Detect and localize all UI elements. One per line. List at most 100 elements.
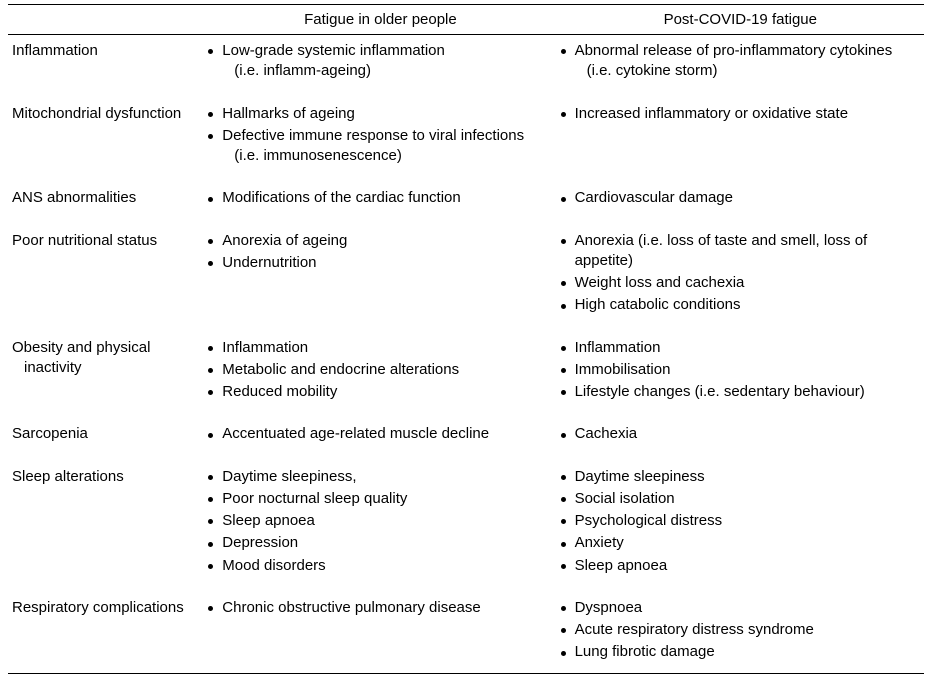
item-text: Social isolation [575, 489, 920, 509]
list-item: Hallmarks of ageing [208, 104, 552, 124]
item-text: Inflammation [575, 338, 920, 358]
item-text: Undernutrition [222, 253, 552, 273]
row-label: Inflammation [12, 41, 200, 61]
bullet-icon [208, 564, 213, 569]
older-cell: Daytime sleepiness,Poor nocturnal sleep … [204, 461, 556, 592]
bullet-list: Anorexia (i.e. loss of taste and smell, … [561, 231, 920, 316]
item-text: Mood disorders [222, 556, 552, 576]
item-text: Daytime sleepiness [575, 467, 920, 487]
table-container: { "columns": { "col0_width_px": 195, "co… [0, 0, 932, 682]
bullet-icon [561, 475, 566, 480]
row-label: Poor nutritional status [12, 231, 200, 251]
bottom-rule [8, 673, 924, 674]
row-label: Mitochondrial dysfunction [12, 104, 200, 124]
covid-cell: DyspnoeaAcute respiratory distress syndr… [557, 592, 924, 671]
table-row: Inflammation Low-grade systemic inflammat… [8, 35, 924, 98]
table-row: Mitochondrial dysfunction Hallmarks of ag… [8, 98, 924, 183]
bullet-list: Cardiovascular damage [561, 188, 920, 208]
item-text: Inflammation [222, 338, 552, 358]
covid-cell: Anorexia (i.e. loss of taste and smell, … [557, 225, 924, 332]
list-item: Lung fibrotic damage [561, 642, 920, 662]
item-text: Acute respiratory distress syndrome [575, 620, 920, 640]
table-row: Sleep alterations Daytime sleepiness,Poor… [8, 461, 924, 592]
item-text: Metabolic and endocrine alterations [222, 360, 552, 380]
item-text: Reduced mobility [222, 382, 552, 402]
bullet-list: Daytime sleepiness,Poor nocturnal sleep … [208, 467, 552, 576]
bullet-list: DyspnoeaAcute respiratory distress syndr… [561, 598, 920, 663]
list-item: Anorexia (i.e. loss of taste and smell, … [561, 231, 920, 272]
row-label-cell: Sarcopenia [8, 418, 204, 460]
row-label: Respiratory complications [12, 598, 200, 618]
bullet-icon [561, 628, 566, 633]
bullet-icon [561, 519, 566, 524]
item-text: Abnormal release of pro-inflammatory cyt… [575, 41, 920, 61]
item-text: Depression [222, 533, 552, 553]
bullet-icon [561, 368, 566, 373]
bullet-icon [561, 651, 566, 656]
list-item: Poor nocturnal sleep quality [208, 489, 552, 509]
bullet-list: Abnormal release of pro-inflammatory cyt… [561, 41, 920, 82]
bullet-icon [561, 49, 566, 54]
covid-cell: Cachexia [557, 418, 924, 460]
item-text: Anorexia of ageing [222, 231, 552, 251]
bullet-icon [561, 542, 566, 547]
older-cell: Modifications of the cardiac function [204, 182, 556, 224]
bullet-icon [208, 261, 213, 266]
list-item: Metabolic and endocrine alterations [208, 360, 552, 380]
bullet-icon [208, 112, 213, 117]
item-text: Daytime sleepiness, [222, 467, 552, 487]
older-cell: Anorexia of ageingUndernutrition [204, 225, 556, 332]
covid-cell: Daytime sleepinessSocial isolationPsycho… [557, 461, 924, 592]
bullet-list: Increased inflammatory or oxidative stat… [561, 104, 920, 124]
bullet-list: InflammationImmobilisationLifestyle chan… [561, 338, 920, 403]
list-item: Weight loss and cachexia [561, 273, 920, 293]
bullet-icon [561, 197, 566, 202]
item-text: Poor nocturnal sleep quality [222, 489, 552, 509]
row-label: Sleep alterations [12, 467, 200, 487]
table-row: SarcopeniaAccentuated age-related muscle… [8, 418, 924, 460]
bullet-list: Chronic obstructive pulmonary disease [208, 598, 552, 618]
list-item: Chronic obstructive pulmonary disease [208, 598, 552, 618]
list-item: Sleep apnoea [208, 511, 552, 531]
list-item: Cachexia [561, 424, 920, 444]
older-cell: Chronic obstructive pulmonary disease [204, 592, 556, 671]
list-item: Undernutrition [208, 253, 552, 273]
row-label: Obesity and physical [12, 338, 200, 358]
bullet-list: Modifications of the cardiac function [208, 188, 552, 208]
list-item: Anxiety [561, 533, 920, 553]
row-label-cell: Sleep alterations [8, 461, 204, 592]
table-body: Inflammation Low-grade systemic inflammat… [8, 35, 924, 671]
item-text: Sleep apnoea [222, 511, 552, 531]
row-label-cell: Obesity and physicalinactivity [8, 332, 204, 419]
bullet-icon [208, 519, 213, 524]
list-item: Increased inflammatory or oxidative stat… [561, 104, 920, 124]
item-text: Anxiety [575, 533, 920, 553]
row-label-cell: ANS abnormalities [8, 182, 204, 224]
bullet-list: Low-grade systemic inflammation(i.e. inf… [208, 41, 552, 82]
item-subtext: (i.e. cytokine storm) [575, 61, 920, 81]
bullet-icon [208, 433, 213, 438]
bullet-icon [208, 475, 213, 480]
bullet-icon [561, 390, 566, 395]
list-item: Reduced mobility [208, 382, 552, 402]
list-item: Cardiovascular damage [561, 188, 920, 208]
bullet-list: Accentuated age-related muscle decline [208, 424, 552, 444]
list-item: Lifestyle changes (i.e. sedentary behavi… [561, 382, 920, 402]
covid-cell: InflammationImmobilisationLifestyle chan… [557, 332, 924, 419]
list-item: High catabolic conditions [561, 295, 920, 315]
list-item: Psychological distress [561, 511, 920, 531]
bullet-icon [561, 433, 566, 438]
list-item: Social isolation [561, 489, 920, 509]
item-subtext: (i.e. inflamm-ageing) [222, 61, 552, 81]
list-item: Sleep apnoea [561, 556, 920, 576]
list-item: Immobilisation [561, 360, 920, 380]
header-covid: Post-COVID-19 fatigue [557, 5, 924, 35]
bullet-list: Hallmarks of ageingDefective immune resp… [208, 104, 552, 167]
item-text: Modifications of the cardiac function [222, 188, 552, 208]
bullet-icon [208, 497, 213, 502]
item-text: Sleep apnoea [575, 556, 920, 576]
covid-cell: Cardiovascular damage [557, 182, 924, 224]
bullet-icon [561, 281, 566, 286]
item-text: Increased inflammatory or oxidative stat… [575, 104, 920, 124]
older-cell: Accentuated age-related muscle decline [204, 418, 556, 460]
